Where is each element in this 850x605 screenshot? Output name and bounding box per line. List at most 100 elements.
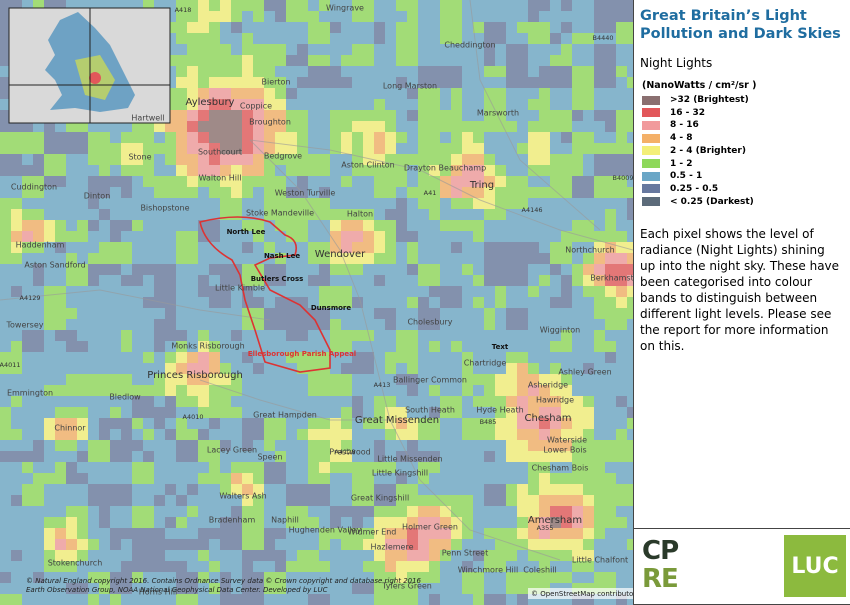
light-pixel [363,275,374,286]
light-pixel [66,561,77,572]
light-pixel [231,44,242,55]
light-pixel [341,154,352,165]
light-pixel [363,418,374,429]
light-pixel [440,495,451,506]
light-pixel [22,209,33,220]
light-pixel [616,429,627,440]
light-pixel [275,187,286,198]
light-pixel [396,275,407,286]
light-pixel [594,66,605,77]
light-pixel [341,286,352,297]
light-pixel [440,154,451,165]
light-pixel [220,517,231,528]
light-pixel [352,572,363,583]
light-pixel [330,11,341,22]
light-pixel [308,275,319,286]
light-pixel [209,55,220,66]
light-pixel [187,484,198,495]
light-pixel [176,594,187,605]
light-pixel [550,44,561,55]
light-pixel [594,253,605,264]
light-pixel [385,506,396,517]
light-pixel [418,66,429,77]
legend-label: 8 - 16 [670,120,699,131]
light-pixel [66,550,77,561]
light-pixel [374,330,385,341]
light-pixel [33,462,44,473]
light-pixel [264,396,275,407]
light-pixel [154,385,165,396]
light-pixel [561,352,572,363]
light-pixel [484,363,495,374]
light-pixel [33,385,44,396]
light-pixel [99,187,110,198]
light-pixel [198,506,209,517]
light-pixel [594,44,605,55]
place-label: Aston Clinton [341,161,395,170]
light-pixel [517,242,528,253]
light-pixel [385,110,396,121]
light-pixel [187,275,198,286]
light-pixel [187,363,198,374]
light-pixel [308,440,319,451]
light-pixel [253,88,264,99]
light-pixel [484,22,495,33]
light-pixel [341,539,352,550]
light-pixel [330,220,341,231]
light-pixel [528,352,539,363]
light-pixel [407,308,418,319]
light-pixel [264,407,275,418]
light-pixel [319,407,330,418]
light-pixel [440,330,451,341]
light-pixel [209,99,220,110]
light-pixel [308,176,319,187]
light-pixel [528,33,539,44]
light-pixel [110,297,121,308]
light-pixel [616,407,627,418]
light-pixel [275,220,286,231]
light-pixel [451,209,462,220]
light-pixel [286,0,297,11]
light-pixel [11,286,22,297]
light-pixel [286,594,297,605]
light-pixel [198,297,209,308]
light-pixel [341,385,352,396]
light-pixel [517,297,528,308]
light-pixel [462,374,473,385]
light-pixel [550,165,561,176]
light-pixel [473,44,484,55]
light-pixel [550,462,561,473]
light-pixel [132,253,143,264]
light-pixel [275,297,286,308]
light-pixel [0,253,11,264]
light-pixel [539,572,550,583]
light-pixel [539,550,550,561]
light-pixel [572,264,583,275]
light-pixel [176,462,187,473]
light-pixel [440,165,451,176]
light-pixel [66,209,77,220]
light-pixel [539,253,550,264]
light-pixel [418,253,429,264]
light-pixel [11,407,22,418]
light-pixel [308,539,319,550]
light-pixel [121,330,132,341]
light-pixel [440,385,451,396]
light-pixel [99,407,110,418]
light-pixel [517,396,528,407]
light-pixel [495,77,506,88]
light-pixel [0,99,11,110]
light-pixel [440,418,451,429]
light-pixel [308,473,319,484]
light-pixel [506,319,517,330]
light-pixel [341,143,352,154]
light-pixel [132,594,143,605]
light-pixel [572,363,583,374]
light-pixel [209,506,220,517]
light-pixel [275,33,286,44]
light-pixel [506,253,517,264]
light-pixel [594,22,605,33]
light-pixel [319,550,330,561]
light-pixel [44,583,55,594]
light-pixel [374,341,385,352]
